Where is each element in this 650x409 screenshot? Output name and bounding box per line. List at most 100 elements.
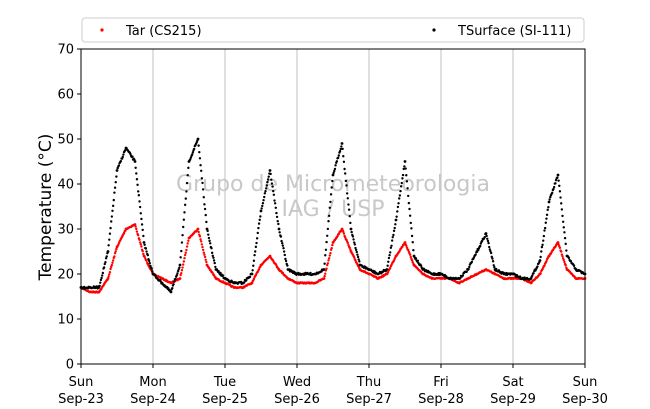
legend-label: TSurface (SI-111): [457, 24, 571, 39]
data-point: [484, 232, 488, 235]
data-point: [204, 258, 207, 261]
data-point: [134, 225, 137, 228]
data-point: [390, 244, 393, 248]
data-point: [394, 223, 397, 226]
y-tick-label: 0: [66, 358, 74, 373]
data-point: [556, 241, 560, 244]
data-point: [137, 234, 140, 237]
data-point: [545, 213, 549, 217]
data-point: [151, 270, 154, 273]
data-point: [326, 234, 329, 238]
data-point: [145, 259, 148, 262]
data-point: [112, 198, 115, 202]
data-point: [554, 182, 557, 185]
grid: [152, 49, 514, 364]
data-point: [137, 190, 140, 193]
data-point: [114, 250, 117, 253]
x-tick-label: Sun: [69, 375, 94, 390]
data-point: [180, 269, 184, 272]
data-point: [394, 218, 398, 222]
data-point: [540, 250, 543, 253]
data-point: [491, 260, 495, 263]
data-point: [560, 208, 564, 211]
data-point: [135, 178, 139, 181]
data-point: [111, 261, 114, 264]
data-point: [181, 233, 184, 237]
data-point: [405, 174, 408, 177]
data-point: [275, 215, 279, 219]
data-point: [182, 225, 185, 229]
data-point: [175, 274, 178, 277]
data-point: [409, 255, 412, 259]
data-point: [101, 274, 104, 277]
data-point: [408, 207, 411, 211]
data-point: [263, 192, 267, 195]
data-point: [122, 153, 125, 156]
data-point: [109, 267, 112, 271]
data-point: [404, 167, 407, 170]
data-point: [572, 264, 576, 268]
data-point: [276, 219, 279, 223]
data-point: [326, 262, 330, 265]
data-point: [349, 221, 352, 225]
data-point: [407, 201, 411, 205]
data-point: [172, 283, 175, 286]
data-point: [518, 275, 522, 278]
data-point: [342, 230, 345, 233]
data-point: [200, 169, 203, 172]
series-1: [79, 137, 587, 294]
data-point: [326, 263, 329, 267]
data-point: [191, 153, 194, 156]
data-point: [203, 255, 207, 259]
data-point: [173, 280, 176, 283]
legend-label: Tar (CS215): [125, 24, 202, 39]
data-point: [279, 235, 283, 238]
data-point: [402, 167, 405, 171]
data-point: [331, 179, 334, 183]
data-point: [552, 185, 556, 189]
data-point: [486, 239, 490, 243]
data-point: [403, 241, 407, 244]
data-point: [410, 234, 414, 238]
data-point: [208, 239, 211, 243]
data-point: [143, 243, 146, 246]
data-point: [270, 178, 273, 181]
data-point: [200, 240, 203, 243]
data-point: [556, 173, 560, 177]
data-point: [339, 147, 342, 151]
data-point: [214, 265, 217, 269]
data-point: [561, 214, 564, 218]
data-point: [145, 250, 148, 253]
data-point: [559, 196, 562, 199]
data-point: [341, 147, 344, 151]
data-point: [108, 232, 112, 235]
data-point: [142, 234, 145, 238]
data-point: [344, 179, 348, 183]
data-point: [401, 177, 404, 180]
data-point: [280, 239, 283, 243]
legend[interactable]: Tar (CS215) TSurface (SI-111): [81, 17, 585, 43]
data-point: [138, 205, 142, 209]
data-point: [345, 184, 348, 187]
data-point: [330, 186, 333, 189]
data-point: [356, 255, 360, 259]
data-point: [323, 274, 326, 278]
data-point: [488, 245, 491, 249]
data-point: [562, 226, 565, 229]
data-point: [140, 245, 143, 248]
x-tick-label: Sep-25: [202, 392, 248, 407]
data-point: [196, 227, 200, 231]
data-point: [547, 200, 551, 204]
data-point: [282, 246, 285, 250]
x-tick-label: Thu: [356, 375, 381, 390]
data-point: [353, 243, 357, 246]
data-point: [221, 274, 225, 277]
data-point: [179, 256, 182, 259]
data-point: [110, 215, 114, 218]
data-point: [135, 227, 138, 231]
data-point: [488, 248, 492, 251]
data-point: [322, 277, 326, 280]
x-tick-label: Sat: [502, 375, 523, 390]
data-point: [353, 241, 356, 244]
data-point: [186, 173, 189, 177]
